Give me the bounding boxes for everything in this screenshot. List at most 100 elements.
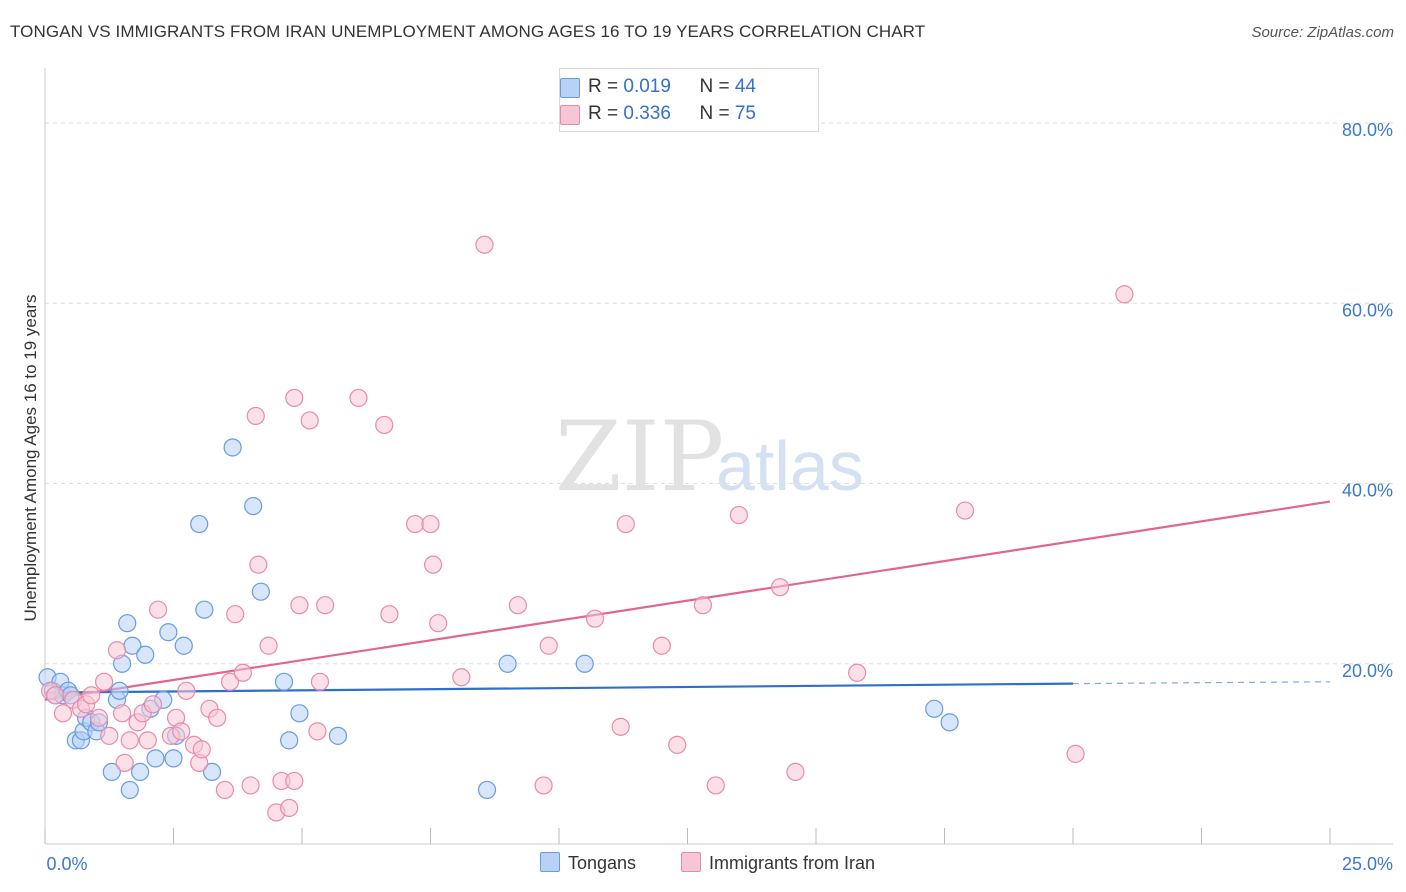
point-iran bbox=[349, 388, 368, 408]
point-iran bbox=[423, 555, 443, 574]
legend-r-label: R = bbox=[588, 103, 624, 124]
point-iran bbox=[148, 600, 168, 619]
legend-row-iran: R = 0.336 N = 75 bbox=[560, 103, 756, 125]
point-iran bbox=[246, 406, 265, 426]
point-iran bbox=[585, 609, 605, 628]
point-iran bbox=[172, 722, 191, 741]
point-iran bbox=[285, 388, 304, 408]
point-iran bbox=[848, 663, 867, 682]
point-iran bbox=[192, 740, 211, 759]
point-iran bbox=[280, 798, 299, 818]
point-iran bbox=[233, 663, 252, 682]
point-tongans bbox=[118, 614, 137, 633]
point-tongans bbox=[290, 704, 309, 723]
trend-lines bbox=[44, 500, 1331, 701]
point-iran bbox=[1115, 285, 1134, 304]
point-iran bbox=[46, 686, 65, 705]
chart-source: Source: ZipAtlas.com bbox=[1251, 24, 1394, 41]
trendline-iran bbox=[44, 500, 1331, 701]
point-iran bbox=[208, 708, 227, 727]
axes: 20.0% 40.0% 60.0% 80.0% 0.0% 25.0% bbox=[44, 68, 1393, 874]
point-tongans bbox=[223, 438, 242, 457]
point-iran bbox=[220, 672, 240, 691]
point-iran bbox=[405, 514, 425, 534]
point-iran bbox=[259, 636, 278, 655]
point-iran bbox=[706, 776, 725, 795]
point-tongans bbox=[280, 731, 299, 750]
point-tongans bbox=[120, 780, 139, 800]
bottom-legend-swatch-iran bbox=[681, 852, 701, 872]
bottom-legend-label-iran: Immigrants from Iran bbox=[709, 853, 876, 873]
point-iran bbox=[115, 753, 134, 772]
watermark-zip: ZIP bbox=[555, 401, 724, 513]
point-iran bbox=[143, 695, 163, 714]
point-tongans bbox=[202, 762, 222, 782]
point-iran bbox=[107, 641, 127, 660]
y-tick-label: 80.0% bbox=[1342, 120, 1393, 140]
x-tick-label: 25.0% bbox=[1342, 854, 1393, 874]
point-iran bbox=[241, 776, 260, 795]
point-tongans bbox=[130, 762, 150, 782]
point-iran bbox=[508, 596, 527, 615]
point-iran bbox=[120, 731, 139, 750]
point-tongans bbox=[195, 600, 214, 619]
point-iran bbox=[729, 505, 749, 525]
point-iran bbox=[82, 686, 101, 705]
watermark-atlas: atlas bbox=[716, 427, 864, 505]
y-axis-label: Unemployment Among Ages 16 to 19 years bbox=[21, 295, 40, 622]
point-iran bbox=[375, 415, 394, 435]
point-tongans bbox=[102, 762, 121, 782]
trendline-tongans bbox=[44, 682, 1074, 694]
point-iran bbox=[316, 596, 335, 615]
point-iran bbox=[95, 672, 114, 691]
legend-n-label: N = bbox=[699, 76, 735, 97]
point-iran bbox=[89, 708, 109, 727]
point-iran bbox=[249, 555, 268, 574]
bottom-legend-label-tongans: Tongans bbox=[568, 853, 637, 873]
point-iran bbox=[300, 411, 319, 430]
point-iran bbox=[1066, 744, 1085, 763]
legend-n-value-tongans: 44 bbox=[734, 76, 756, 97]
bottom-legend-iran: Immigrants from Iran bbox=[681, 852, 875, 874]
point-tongans bbox=[136, 645, 155, 664]
legend-r-value-tongans: 0.019 bbox=[623, 76, 671, 97]
point-iran bbox=[652, 636, 671, 655]
grid-lines bbox=[45, 122, 1393, 665]
point-iran bbox=[534, 776, 553, 795]
point-iran bbox=[308, 722, 327, 741]
point-tongans bbox=[110, 681, 129, 700]
point-iran bbox=[310, 672, 330, 691]
point-iran bbox=[290, 596, 309, 615]
point-iran bbox=[668, 735, 687, 754]
y-tick-label: 60.0% bbox=[1342, 300, 1393, 320]
point-iran bbox=[770, 578, 790, 597]
legend-swatch-iran bbox=[560, 105, 580, 125]
point-tongans bbox=[925, 699, 944, 718]
point-iran bbox=[616, 514, 635, 534]
point-tongans bbox=[146, 749, 165, 768]
point-iran bbox=[215, 780, 234, 800]
point-tongans bbox=[477, 780, 497, 800]
point-tongans bbox=[498, 654, 517, 673]
point-iran bbox=[177, 681, 196, 700]
point-tongans bbox=[164, 749, 183, 768]
point-iran bbox=[380, 605, 399, 624]
point-iran bbox=[452, 668, 471, 687]
point-iran bbox=[421, 514, 440, 534]
point-tongans bbox=[328, 726, 348, 745]
y-tick-label: 20.0% bbox=[1342, 661, 1393, 681]
point-iran bbox=[285, 771, 304, 791]
trendline-extension-tongans bbox=[1072, 681, 1331, 685]
legend-n-label: N = bbox=[699, 103, 735, 124]
watermark: ZIP atlas bbox=[555, 401, 864, 513]
point-iran bbox=[611, 717, 630, 736]
point-iran bbox=[112, 704, 132, 723]
legend: R = 0.019 N = 44 R = 0.336 N = 75 bbox=[559, 68, 819, 132]
point-tongans bbox=[190, 514, 209, 534]
point-tongans bbox=[244, 496, 263, 516]
point-tongans bbox=[274, 672, 294, 691]
chart-title: TONGAN VS IMMIGRANTS FROM IRAN UNEMPLOYM… bbox=[10, 22, 926, 41]
point-tongans bbox=[174, 636, 193, 655]
point-iran bbox=[100, 726, 119, 745]
